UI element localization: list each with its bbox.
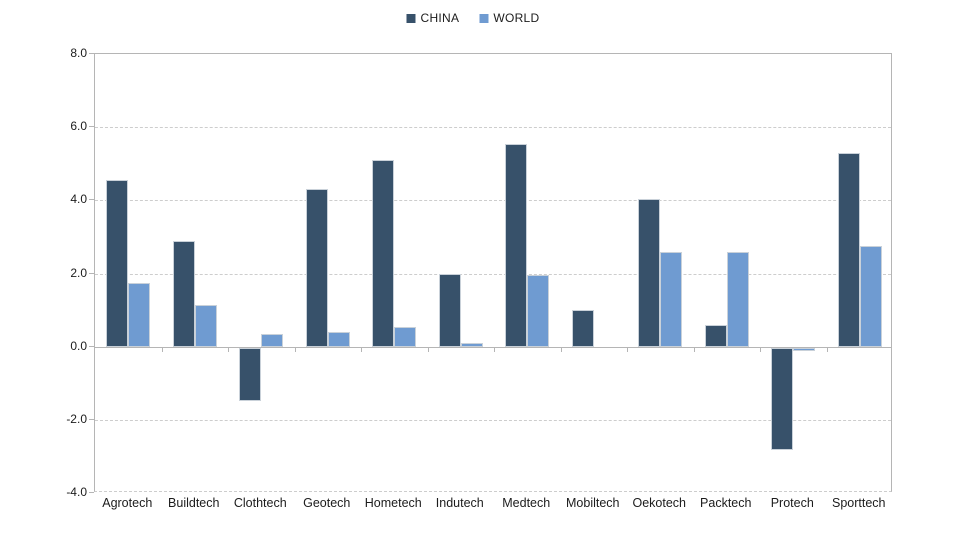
x-category-label-packtech: Packtech bbox=[700, 496, 752, 510]
chart-legend: CHINA WORLD bbox=[406, 11, 539, 25]
x-category-label-sporttech: Sporttech bbox=[831, 496, 886, 510]
x-category-label-buildtech: Buildtech bbox=[168, 496, 220, 510]
bar-china-geotech bbox=[305, 189, 328, 347]
y-tick-label-6.0: 6.0 bbox=[70, 119, 87, 134]
y-tick-label-4.0: 4.0 bbox=[70, 192, 87, 207]
bar-world-geotech bbox=[327, 332, 350, 347]
x-tick-mark bbox=[627, 346, 628, 352]
bar-china-protech bbox=[771, 347, 793, 451]
x-tick-mark bbox=[161, 346, 163, 352]
y-tick-label--4.0: -4.0 bbox=[66, 485, 87, 499]
bar-world-indutech bbox=[460, 343, 483, 347]
legend-item-china: CHINA bbox=[406, 11, 459, 25]
y-tick-mark bbox=[89, 126, 94, 128]
x-category-label-clothtech: Clothtech bbox=[233, 496, 287, 510]
legend-item-world: WORLD bbox=[479, 11, 539, 25]
x-tick-mark bbox=[560, 346, 562, 352]
x-tick-mark bbox=[361, 346, 362, 352]
bar-china-agrotech bbox=[106, 180, 128, 347]
bar-china-mobiltech bbox=[571, 310, 594, 347]
x-tick-mark bbox=[294, 346, 296, 352]
x-axis-zero-line bbox=[95, 346, 891, 348]
legend-label-world: WORLD bbox=[493, 11, 540, 25]
y-tick-label-2.0: 2.0 bbox=[70, 265, 87, 280]
bar-china-oekotech bbox=[638, 198, 660, 347]
x-category-label-agrotech: Agrotech bbox=[102, 496, 153, 510]
x-category-label-oekotech: Oekotech bbox=[632, 496, 686, 510]
y-tick-label-8.0: 8.0 bbox=[70, 46, 87, 60]
bar-china-buildtech bbox=[172, 240, 195, 347]
gridline-2 bbox=[95, 273, 891, 275]
bar-china-clothtech bbox=[239, 347, 261, 401]
plot-area bbox=[94, 53, 892, 492]
x-tick-mark bbox=[494, 346, 495, 352]
y-tick-mark bbox=[89, 418, 94, 420]
y-tick-label--2.0: -2.0 bbox=[66, 411, 87, 426]
bar-world-buildtech bbox=[194, 304, 217, 347]
x-tick-mark bbox=[826, 346, 828, 352]
x-category-label-hometech: Hometech bbox=[364, 496, 422, 510]
bar-world-sporttech bbox=[859, 246, 882, 347]
x-tick-mark bbox=[228, 346, 229, 352]
x-category-label-indutech: Indutech bbox=[435, 496, 484, 510]
bar-china-hometech bbox=[372, 160, 394, 347]
bar-world-oekotech bbox=[660, 251, 682, 347]
x-category-label-mobiltech: Mobiltech bbox=[566, 496, 620, 510]
y-tick-mark bbox=[89, 345, 94, 347]
y-tick-mark bbox=[89, 272, 94, 274]
y-tick-mark bbox=[89, 199, 94, 201]
gridline-6 bbox=[95, 127, 891, 129]
y-tick-mark bbox=[89, 492, 94, 493]
y-tick-mark bbox=[89, 53, 94, 54]
bar-china-packtech bbox=[704, 324, 727, 347]
bar-world-protech bbox=[793, 347, 815, 352]
legend-swatch-china bbox=[406, 13, 416, 23]
gridline--2 bbox=[95, 419, 891, 421]
x-tick-mark bbox=[693, 346, 695, 352]
bar-china-sporttech bbox=[837, 152, 860, 347]
x-category-label-medtech: Medtech bbox=[502, 496, 551, 510]
bar-world-agrotech bbox=[128, 282, 150, 347]
x-tick-mark bbox=[760, 346, 761, 352]
bar-world-clothtech bbox=[261, 333, 283, 347]
gridline-4 bbox=[95, 200, 891, 202]
x-category-label-protech: Protech bbox=[770, 496, 814, 510]
x-category-label-geotech: Geotech bbox=[303, 496, 351, 510]
bar-china-indutech bbox=[438, 273, 461, 347]
x-tick-mark bbox=[427, 346, 429, 352]
bar-world-packtech bbox=[726, 251, 749, 347]
legend-label-china: CHINA bbox=[420, 11, 460, 25]
bar-world-hometech bbox=[394, 326, 416, 347]
bar-world-medtech bbox=[527, 275, 549, 347]
y-tick-label-0.0: 0.0 bbox=[70, 338, 87, 353]
legend-swatch-world bbox=[479, 13, 489, 23]
bar-china-medtech bbox=[505, 143, 527, 347]
